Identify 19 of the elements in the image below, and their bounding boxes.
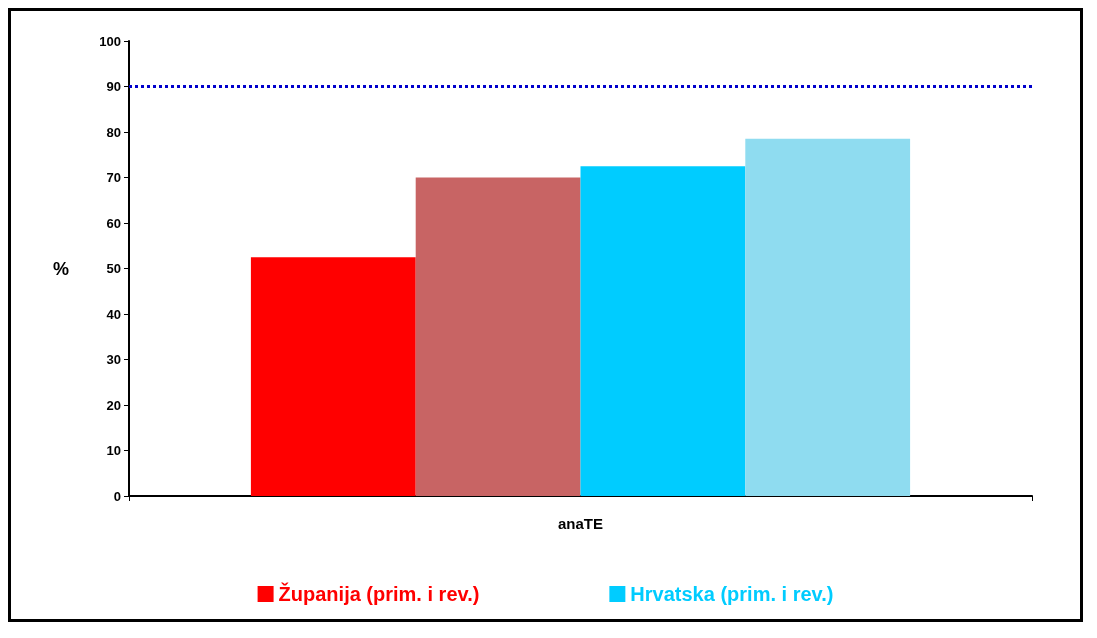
y-tick-label: 20: [106, 397, 121, 413]
y-tick-label: 100: [99, 33, 121, 49]
bar: [250, 257, 416, 496]
y-tick-label: 40: [106, 306, 121, 322]
y-tick-label: 30: [106, 352, 121, 367]
y-tick-label: 0: [113, 488, 121, 504]
y-tick-label: 60: [106, 215, 121, 231]
bar: [745, 138, 911, 496]
bar: [415, 177, 581, 496]
y-tick-label: 80: [106, 124, 121, 140]
y-tick-label: 70: [106, 170, 121, 185]
y-tick-label: 50: [106, 261, 121, 276]
legend-label: Županija (prim. i rev.): [278, 582, 480, 605]
y-tick-label: 10: [106, 443, 121, 458]
bar: [580, 166, 746, 496]
legend-label: Hrvatska (prim. i rev.): [630, 583, 834, 605]
x-tick-label: anaTE: [557, 515, 604, 532]
y-axis-title: %: [52, 258, 69, 279]
y-tick-label: 90: [106, 79, 121, 94]
